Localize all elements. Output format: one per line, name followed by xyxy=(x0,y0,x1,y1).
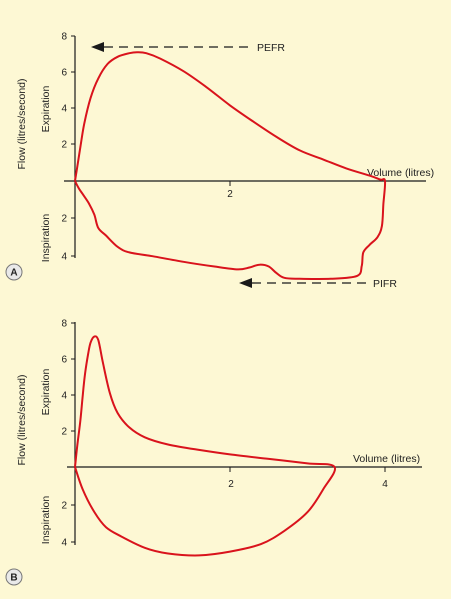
panel-a-ytick-label-8: 8 xyxy=(61,32,67,43)
pefr-arrowhead-icon xyxy=(91,42,104,52)
panel-b-ytick-label-neg4: 4 xyxy=(61,538,67,549)
panel-b-inspiration-label: Inspiration xyxy=(40,496,52,545)
panel-a-pefr-annotation: PEFR xyxy=(91,42,285,54)
panel-a-xtick-label-2: 2 xyxy=(227,189,233,200)
panel-b-expiration-label: Expiration xyxy=(40,369,52,416)
panel-a: 8 6 4 2 2 4 2 Volume (litres) Flow (litr… xyxy=(5,32,434,290)
panel-a-pifr-annotation: PIFR xyxy=(239,278,397,290)
panel-b-badge-circle xyxy=(5,568,23,586)
panel-a-badge-circle xyxy=(5,263,23,281)
panel-a-ytick-label-neg4: 4 xyxy=(61,252,67,263)
panel-a-ytick-label-4: 4 xyxy=(61,104,67,115)
panel-b-ytick-label-4: 4 xyxy=(61,391,67,402)
panel-a-x-axis-title: Volume (litres) xyxy=(367,167,434,179)
panel-b-x-axis-title: Volume (litres) xyxy=(353,453,420,465)
panel-b-ytick-label-2: 2 xyxy=(61,427,67,438)
panel-b-xtick-label-4: 4 xyxy=(382,479,388,490)
panel-b-ytick-label-6: 6 xyxy=(61,355,67,366)
panel-a-badge: A xyxy=(5,263,23,281)
panel-b-letter: B xyxy=(10,573,17,584)
panel-b: 8 6 4 2 2 4 2 4 Volume (litres) Flow (li… xyxy=(5,319,422,586)
pifr-arrowhead-icon xyxy=(239,278,252,288)
panel-a-flow-volume-curve xyxy=(74,51,387,281)
panel-a-ytick-label-6: 6 xyxy=(61,68,67,79)
panel-b-ytick-label-neg2: 2 xyxy=(61,501,67,512)
panel-a-ytick-label-neg2: 2 xyxy=(61,214,67,225)
pefr-label: PEFR xyxy=(257,42,285,54)
panel-a-inspiration-label: Inspiration xyxy=(40,214,52,263)
panel-b-y-ticks: 8 6 4 2 2 4 xyxy=(61,319,75,549)
panel-b-ytick-label-8: 8 xyxy=(61,319,67,330)
panel-b-xtick-label-2: 2 xyxy=(228,479,234,490)
pifr-label: PIFR xyxy=(373,278,397,290)
panel-b-flow-volume-curve xyxy=(74,335,337,557)
panel-a-y-axis-title: Flow (litres/second) xyxy=(16,78,28,169)
panel-a-expiration-label: Expiration xyxy=(40,86,52,133)
panel-b-y-axis-title: Flow (litres/second) xyxy=(16,374,28,465)
panel-a-letter: A xyxy=(10,268,17,279)
panel-b-badge: B xyxy=(5,568,23,586)
panel-a-ytick-label-2: 2 xyxy=(61,140,67,151)
panel-a-y-ticks: 8 6 4 2 2 4 xyxy=(61,32,75,263)
